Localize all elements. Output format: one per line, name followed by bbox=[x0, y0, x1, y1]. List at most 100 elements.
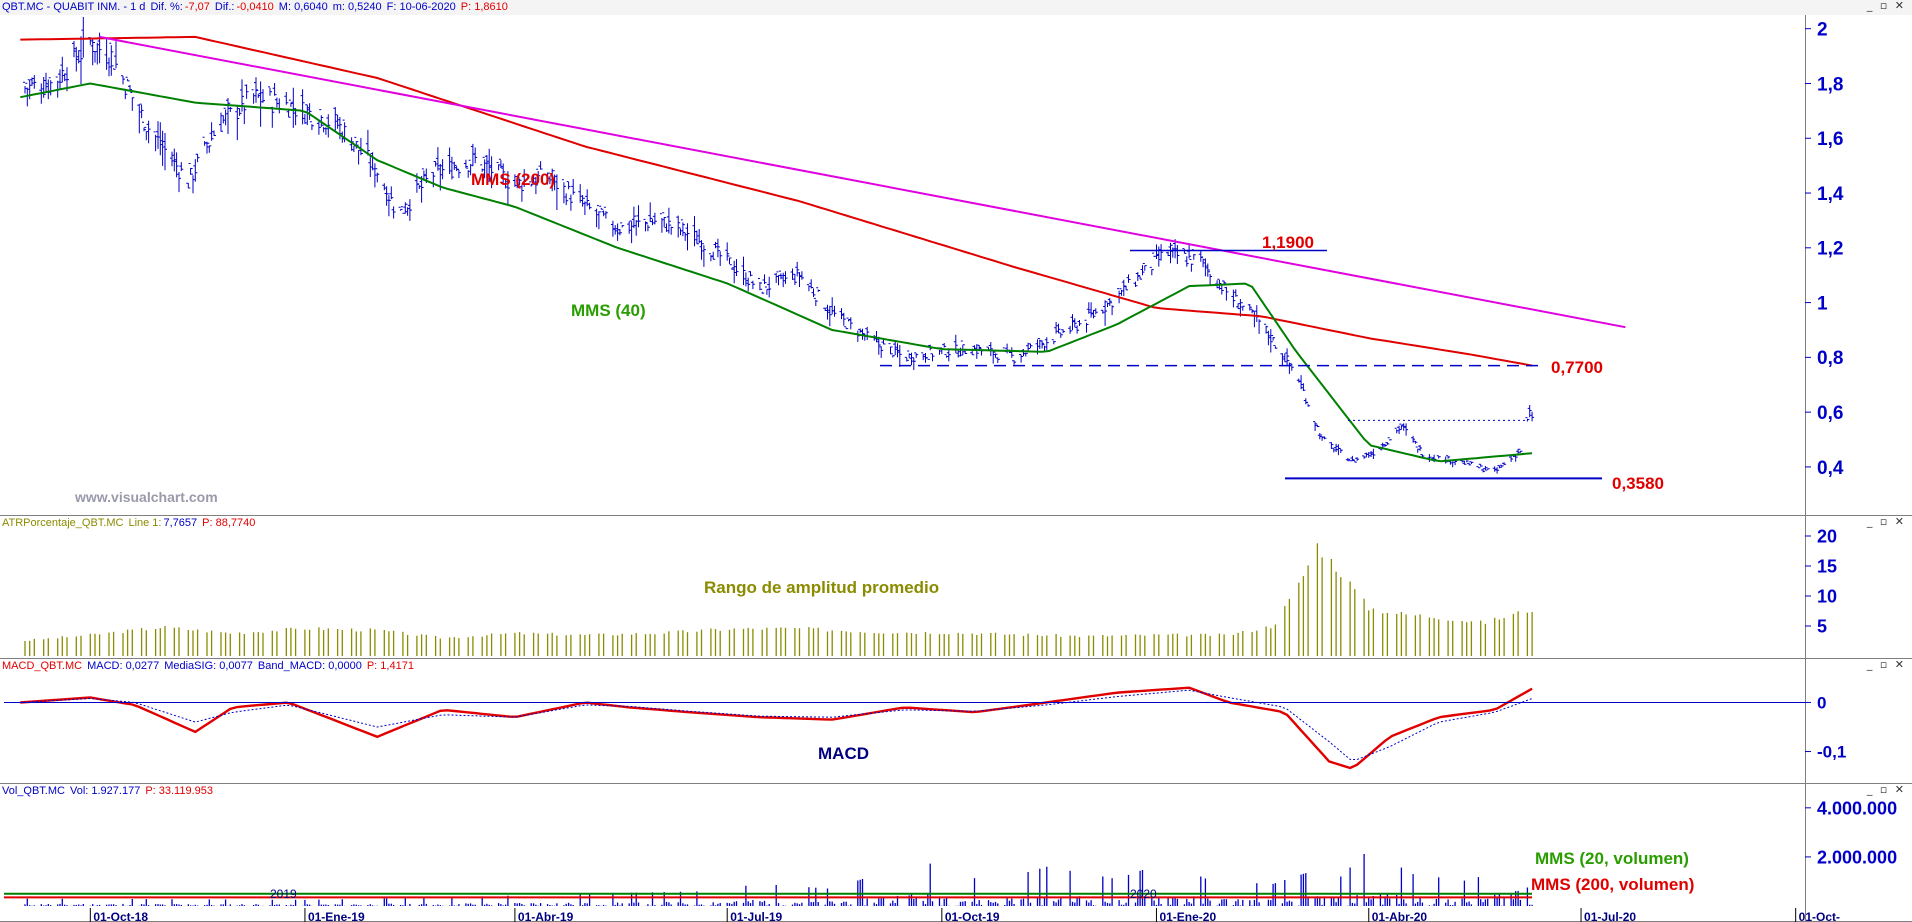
price-bar bbox=[634, 215, 639, 236]
price-bar bbox=[449, 156, 454, 180]
price-bar bbox=[316, 120, 321, 135]
price-bar bbox=[1026, 342, 1031, 351]
price-bar bbox=[170, 151, 174, 167]
price-bar bbox=[1301, 383, 1306, 391]
price-bar bbox=[760, 288, 765, 294]
price-bar bbox=[405, 203, 410, 216]
price-bar bbox=[529, 181, 534, 187]
price-bar bbox=[62, 73, 67, 82]
price-bar bbox=[1012, 360, 1017, 365]
price-bar bbox=[1285, 348, 1290, 367]
price-bar bbox=[498, 158, 503, 168]
atr-axis-tick-label: 5 bbox=[1817, 616, 1827, 636]
price-bar bbox=[547, 172, 552, 185]
price-bar bbox=[1159, 244, 1164, 261]
price-bar bbox=[391, 206, 396, 219]
price-bar bbox=[627, 221, 632, 234]
price-window-buttons[interactable]: _ ▫ ✕ bbox=[1866, 0, 1906, 12]
price-bar bbox=[848, 317, 853, 330]
price-bar bbox=[1208, 271, 1213, 286]
price-bar bbox=[1303, 398, 1308, 405]
price-bar bbox=[153, 131, 158, 152]
vol-name: Vol_QBT.MC bbox=[2, 785, 65, 797]
price-bar bbox=[776, 271, 781, 286]
macd-chart: 0 -0,1 MACD bbox=[0, 659, 1912, 784]
atr-chart: 20 15 10 5 Rango de amplitud promedio bbox=[0, 516, 1912, 659]
price-bar bbox=[746, 277, 751, 292]
price-bar bbox=[309, 121, 314, 131]
price-bar bbox=[1236, 303, 1241, 310]
price-bar bbox=[1233, 289, 1238, 297]
price-bar bbox=[988, 342, 993, 357]
price-bar bbox=[307, 103, 312, 120]
price-bar bbox=[435, 147, 440, 171]
price-bar bbox=[1399, 423, 1404, 430]
price-bar bbox=[482, 156, 487, 179]
price-bar bbox=[715, 238, 720, 258]
price-bar bbox=[811, 288, 816, 297]
price-bar bbox=[1070, 314, 1075, 331]
price-bar bbox=[897, 345, 902, 367]
price-bar bbox=[1394, 427, 1399, 434]
price-bar bbox=[242, 103, 247, 125]
price-bar bbox=[676, 215, 681, 238]
price-bar bbox=[193, 159, 198, 182]
volume-window-buttons[interactable]: _ ▫ ✕ bbox=[1866, 783, 1906, 796]
price-bar bbox=[1224, 286, 1229, 301]
price-bar bbox=[774, 273, 779, 283]
price-bar bbox=[778, 270, 783, 280]
price-bar bbox=[713, 241, 718, 249]
price-axis-tick-label: 1,6 bbox=[1817, 129, 1843, 150]
series-macd bbox=[20, 686, 1533, 770]
price-bar bbox=[258, 81, 263, 127]
price-bar bbox=[487, 148, 492, 183]
price-axis-tick-label: 0,6 bbox=[1817, 403, 1843, 424]
macd-window-buttons[interactable]: _ ▫ ✕ bbox=[1866, 658, 1906, 671]
price-bar bbox=[1084, 319, 1089, 333]
price-bar bbox=[813, 297, 818, 306]
price-bar bbox=[1273, 345, 1278, 349]
price-bar bbox=[757, 278, 762, 291]
price-bar bbox=[1401, 423, 1406, 431]
price-bar bbox=[421, 168, 426, 180]
price-bar bbox=[1051, 339, 1056, 345]
price-bar bbox=[930, 353, 935, 362]
price-bar bbox=[1040, 340, 1045, 349]
price-bar bbox=[620, 222, 625, 228]
price-bar bbox=[305, 104, 310, 126]
dif-value: -0,0410 bbox=[236, 1, 274, 13]
price-bar bbox=[911, 357, 916, 370]
macd-axis-tick-label: -0,1 bbox=[1817, 743, 1846, 762]
price-bar bbox=[1397, 425, 1402, 434]
macd-title: MACD bbox=[818, 744, 869, 763]
vol-p-value: P: 33.119.953 bbox=[145, 785, 213, 797]
price-axis-tick-label: 2 bbox=[1817, 20, 1828, 41]
price-bar bbox=[685, 223, 690, 251]
price-bar bbox=[1436, 455, 1441, 459]
price-bar bbox=[365, 129, 370, 156]
price-bar bbox=[694, 230, 699, 245]
price-bar bbox=[209, 122, 214, 141]
price-bar bbox=[111, 65, 116, 70]
price-bar bbox=[177, 172, 181, 193]
price-bar bbox=[375, 168, 380, 183]
price-bar bbox=[645, 223, 650, 232]
price-bar bbox=[617, 229, 622, 236]
price-bar bbox=[881, 339, 886, 345]
price-bar bbox=[1247, 304, 1252, 311]
price-bar bbox=[1530, 411, 1535, 422]
price-bar bbox=[1495, 467, 1500, 474]
price-bar bbox=[207, 142, 212, 153]
price-bar bbox=[631, 206, 636, 229]
atr-window-buttons[interactable]: _ ▫ ✕ bbox=[1866, 515, 1906, 528]
price-bar bbox=[137, 104, 142, 134]
price-bar bbox=[692, 216, 697, 247]
price-bar bbox=[743, 272, 748, 287]
price-bar bbox=[1103, 300, 1108, 326]
price-bar bbox=[223, 107, 228, 126]
macd-value: MACD: 0,0277 bbox=[87, 660, 160, 672]
price-header: QBT.MC - QUABIT INM. - 1 d Dif. %: -7,07 Di… bbox=[2, 0, 513, 14]
price-bar bbox=[594, 208, 599, 228]
price-bar bbox=[1289, 363, 1294, 371]
price-bar bbox=[729, 264, 734, 270]
